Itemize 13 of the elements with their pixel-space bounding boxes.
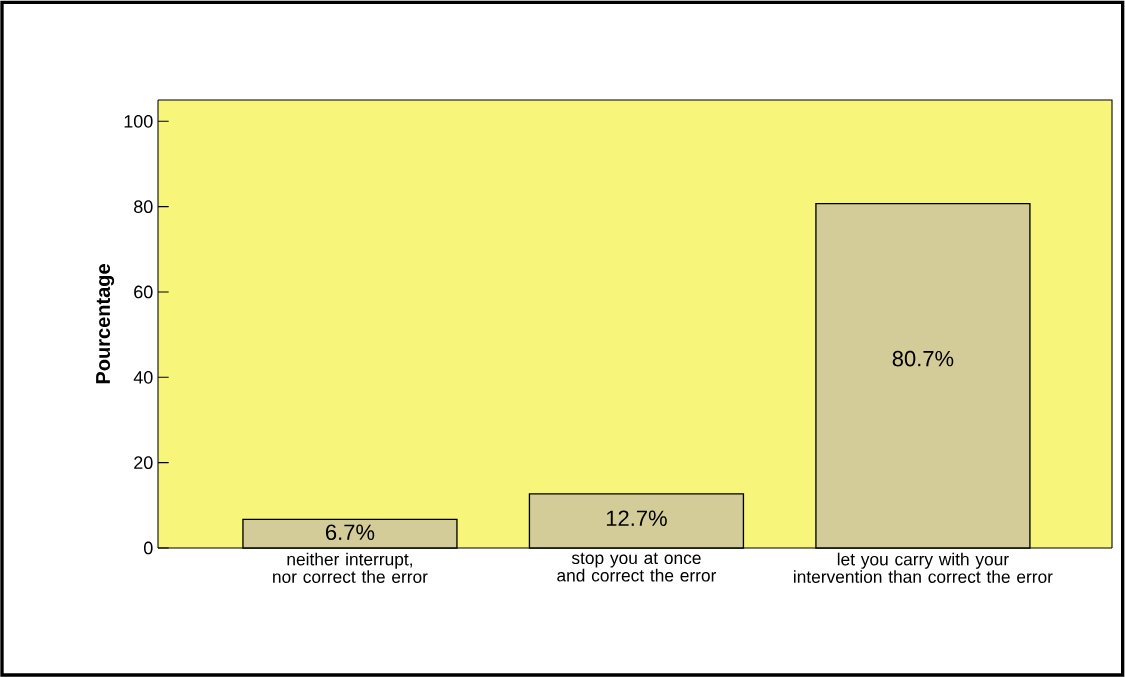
y-axis-title: Pourcentage — [96, 264, 115, 384]
y-tick-label: 40 — [133, 370, 153, 384]
x-tick-label: neither interrupt, nor correct the error — [273, 552, 428, 583]
data-label: 6.7% — [325, 524, 375, 541]
y-tick-label: 100 — [124, 114, 153, 128]
y-tick-label: 0 — [144, 541, 153, 555]
y-tick-label: 20 — [134, 456, 153, 470]
data-label: 80.7% — [892, 350, 954, 367]
x-tick-label: let you carry with your intervention than correct the error — [794, 552, 1053, 583]
data-label: 12.7% — [606, 510, 667, 526]
y-tick-label: 60 — [134, 285, 153, 299]
x-tick-label: stop you at once and correct the error — [557, 552, 717, 582]
y-tick-label: 80 — [134, 200, 153, 214]
